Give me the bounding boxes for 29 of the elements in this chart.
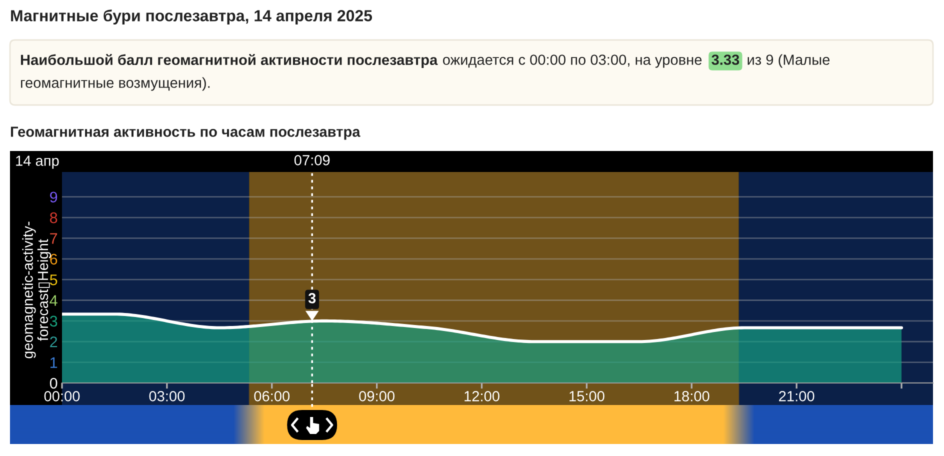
chart-subtitle: Геомагнитная активность по часам послезавтра — [10, 126, 360, 140]
x-tick-label: 12:00 — [464, 391, 500, 402]
y-tick-label: 7 — [50, 233, 58, 244]
y-tick-label: 1 — [50, 357, 58, 368]
text: ожидается с 00:00 по 03:00, на уровне — [442, 54, 702, 68]
text: 14 апр — [16, 156, 59, 169]
x-tick-label: 00:00 — [44, 391, 80, 402]
annotation: 3 — [308, 293, 316, 304]
y-tick-label: 4 — [50, 295, 58, 306]
y-tick-label: 2 — [50, 336, 58, 348]
x-tick-label: 06:00 — [254, 391, 290, 402]
x-tick-label: 03:00 — [149, 391, 185, 402]
x-tick-label: 09:00 — [359, 391, 394, 402]
y-tick-label: 0 — [50, 378, 58, 389]
x-tick-label: 15:00 — [570, 391, 604, 402]
chart-title: Магнитные бури послезавтра, 14 апреля 2025 — [11, 9, 372, 25]
text: Наибольшой балл геомагнитной активности послезавтра — [20, 54, 438, 68]
y-tick-label: 5 — [50, 274, 58, 286]
y-axis-title: geomagnetic-activity- forecast▯Height — [22, 222, 51, 358]
y-tick-label: 3 — [50, 316, 58, 327]
text: геомагнитные возмущения). — [21, 77, 210, 91]
text: 3.33 — [712, 54, 740, 65]
y-tick-label: 6 — [50, 254, 58, 265]
text: из 9 (Малые — [748, 54, 830, 68]
x-tick-label: 21:00 — [779, 391, 814, 402]
ref-line-label: 07:09 — [294, 155, 330, 166]
x-tick-label: 18:00 — [674, 391, 710, 402]
y-tick-label: 8 — [50, 212, 58, 224]
y-tick-label: 9 — [50, 192, 58, 203]
